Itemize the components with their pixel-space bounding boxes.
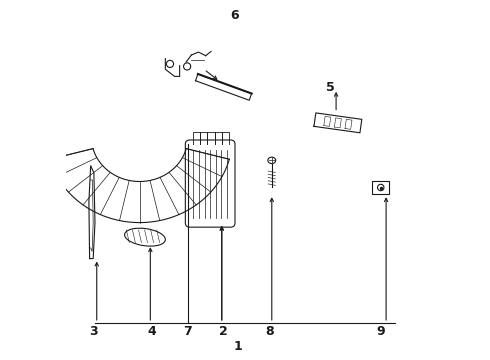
Text: 6: 6: [230, 9, 239, 22]
Text: 9: 9: [376, 325, 385, 338]
Text: 5: 5: [326, 81, 335, 94]
Text: 7: 7: [183, 325, 192, 338]
Text: 8: 8: [266, 325, 274, 338]
Text: 3: 3: [89, 325, 98, 338]
Bar: [372, 181, 390, 194]
Text: 4: 4: [148, 325, 156, 338]
Text: 2: 2: [219, 325, 228, 338]
Text: 1: 1: [233, 339, 242, 352]
